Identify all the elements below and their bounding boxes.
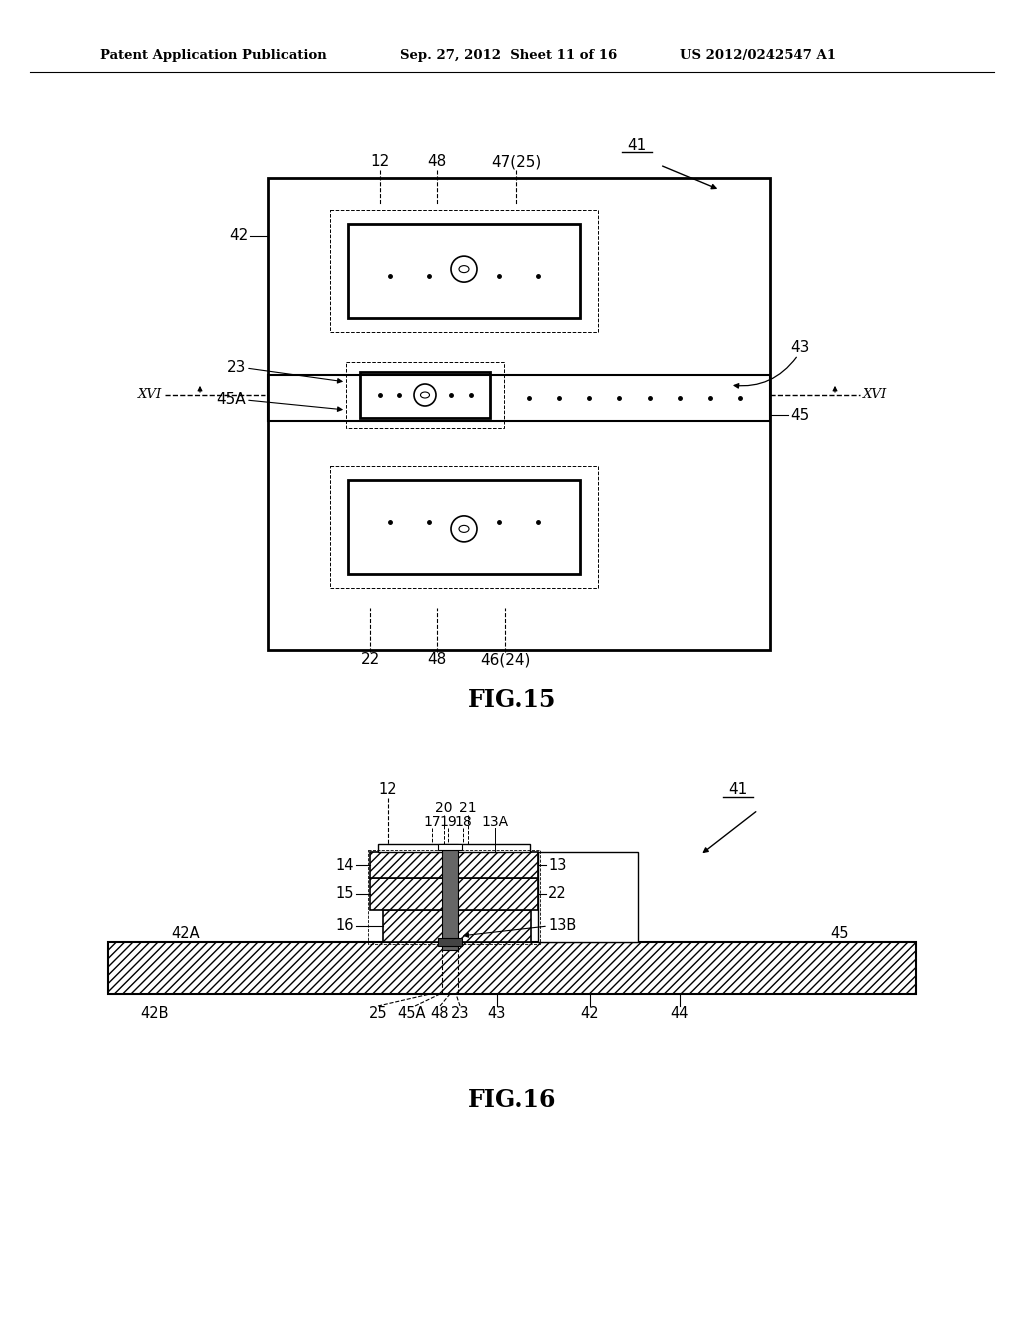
Bar xyxy=(442,843,458,950)
Text: 41: 41 xyxy=(628,137,646,153)
Bar xyxy=(268,178,770,649)
Text: 42: 42 xyxy=(581,1006,599,1022)
Bar xyxy=(330,210,598,333)
Text: 22: 22 xyxy=(360,652,380,668)
Text: 19: 19 xyxy=(439,814,457,829)
Text: 44: 44 xyxy=(671,1006,689,1022)
Text: 46(24): 46(24) xyxy=(480,652,530,668)
Text: 42A: 42A xyxy=(171,927,200,941)
Text: FIG.16: FIG.16 xyxy=(468,1088,556,1111)
Text: 42: 42 xyxy=(228,228,248,243)
Text: 43: 43 xyxy=(487,1006,506,1022)
Bar xyxy=(108,942,916,994)
Text: 12: 12 xyxy=(379,783,397,797)
Text: Sep. 27, 2012  Sheet 11 of 16: Sep. 27, 2012 Sheet 11 of 16 xyxy=(400,49,617,62)
Bar xyxy=(438,843,462,850)
Text: 23: 23 xyxy=(226,360,246,375)
Text: 18: 18 xyxy=(454,814,472,829)
Text: 43: 43 xyxy=(790,341,809,355)
Bar xyxy=(368,850,540,944)
Text: US 2012/0242547 A1: US 2012/0242547 A1 xyxy=(680,49,836,62)
Text: 23: 23 xyxy=(451,1006,469,1022)
Text: 42B: 42B xyxy=(140,1006,169,1022)
Text: 48: 48 xyxy=(427,652,446,668)
Text: 14: 14 xyxy=(336,858,354,873)
Text: 13: 13 xyxy=(548,858,566,873)
Text: 13B: 13B xyxy=(548,919,577,933)
Text: 41: 41 xyxy=(728,783,748,797)
Bar xyxy=(348,480,580,574)
Text: 22: 22 xyxy=(548,887,566,902)
Text: 17: 17 xyxy=(423,814,440,829)
Text: 16: 16 xyxy=(336,919,354,933)
Text: XVI: XVI xyxy=(863,388,887,401)
Text: 47(25): 47(25) xyxy=(490,154,541,169)
Bar xyxy=(360,372,490,418)
Text: 48: 48 xyxy=(427,154,446,169)
Text: Patent Application Publication: Patent Application Publication xyxy=(100,49,327,62)
Bar xyxy=(348,224,580,318)
Text: 15: 15 xyxy=(336,887,354,902)
Text: 48: 48 xyxy=(431,1006,450,1022)
Bar xyxy=(370,878,538,909)
Bar xyxy=(370,851,538,878)
Text: 21: 21 xyxy=(459,801,477,814)
Text: 45: 45 xyxy=(830,927,849,941)
Bar xyxy=(383,909,531,942)
Bar xyxy=(438,939,462,946)
Text: 12: 12 xyxy=(371,154,389,169)
Text: XVI: XVI xyxy=(138,388,162,401)
Bar xyxy=(330,466,598,587)
Text: 25: 25 xyxy=(369,1006,387,1022)
Text: 45A: 45A xyxy=(397,1006,426,1022)
Text: 20: 20 xyxy=(435,801,453,814)
Bar xyxy=(346,362,504,428)
Bar xyxy=(378,843,530,851)
Bar xyxy=(268,375,770,421)
Text: 13A: 13A xyxy=(481,814,509,829)
Bar xyxy=(538,851,638,942)
Text: 45: 45 xyxy=(790,408,809,422)
Text: FIG.15: FIG.15 xyxy=(468,688,556,711)
Text: 45A: 45A xyxy=(216,392,246,408)
